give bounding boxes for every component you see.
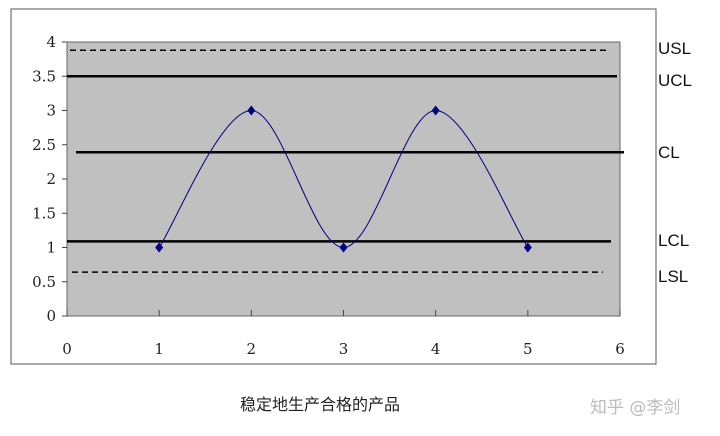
y-tick-label: 4 [46,33,56,51]
y-tick-label: 1.5 [32,204,56,222]
usl-label: USL [658,39,691,58]
y-tick-label: 0.5 [32,273,56,291]
x-tick-label: 6 [615,340,625,358]
x-tick-label: 4 [431,340,441,358]
chart-caption: 稳定地生产合格的产品 [240,395,400,414]
x-tick-label: 5 [523,340,533,358]
y-tick-label: 2 [46,170,56,188]
data-point-marker [155,242,164,253]
lsl-label: LSL [658,267,688,286]
data-point-marker [339,242,348,253]
y-tick-label: 3 [46,102,56,120]
cl-label: CL [658,143,680,162]
x-tick-label: 3 [339,340,349,358]
x-tick-label: 1 [154,340,164,358]
x-tick-label: 2 [247,340,257,358]
y-tick-label: 1 [46,239,56,257]
lcl-label: LCL [658,231,689,250]
y-tick-label: 2.5 [32,136,56,154]
data-point-marker [523,242,532,253]
data-point-marker [431,105,440,116]
x-tick-label: 0 [62,340,72,358]
ucl-label: UCL [658,71,692,90]
plot-area [66,41,621,317]
watermark: 知乎 @李剑 [590,398,680,418]
data-point-marker [247,105,256,116]
y-tick-label: 0 [46,307,56,325]
y-tick-label: 3.5 [32,67,56,85]
